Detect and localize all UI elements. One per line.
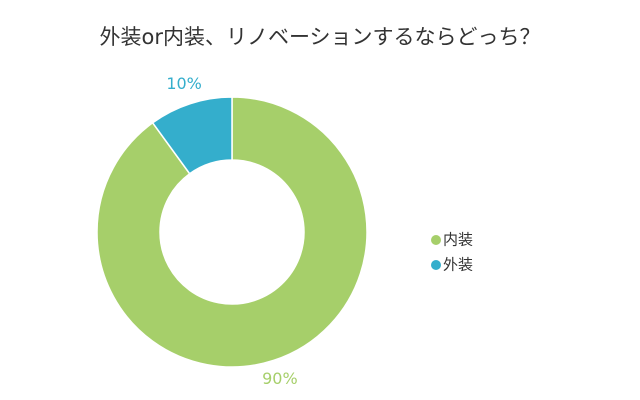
legend-marker	[431, 260, 441, 270]
value-label: 10%	[166, 74, 202, 93]
legend-label: 外装	[443, 256, 473, 274]
legend-label: 内装	[443, 231, 473, 249]
chart-title: 外装or内装、リノベーションするならどっち？	[99, 25, 540, 49]
value-label: 90%	[262, 369, 298, 388]
slice	[151, 96, 233, 175]
legend-marker	[431, 235, 441, 245]
slice	[96, 96, 368, 368]
